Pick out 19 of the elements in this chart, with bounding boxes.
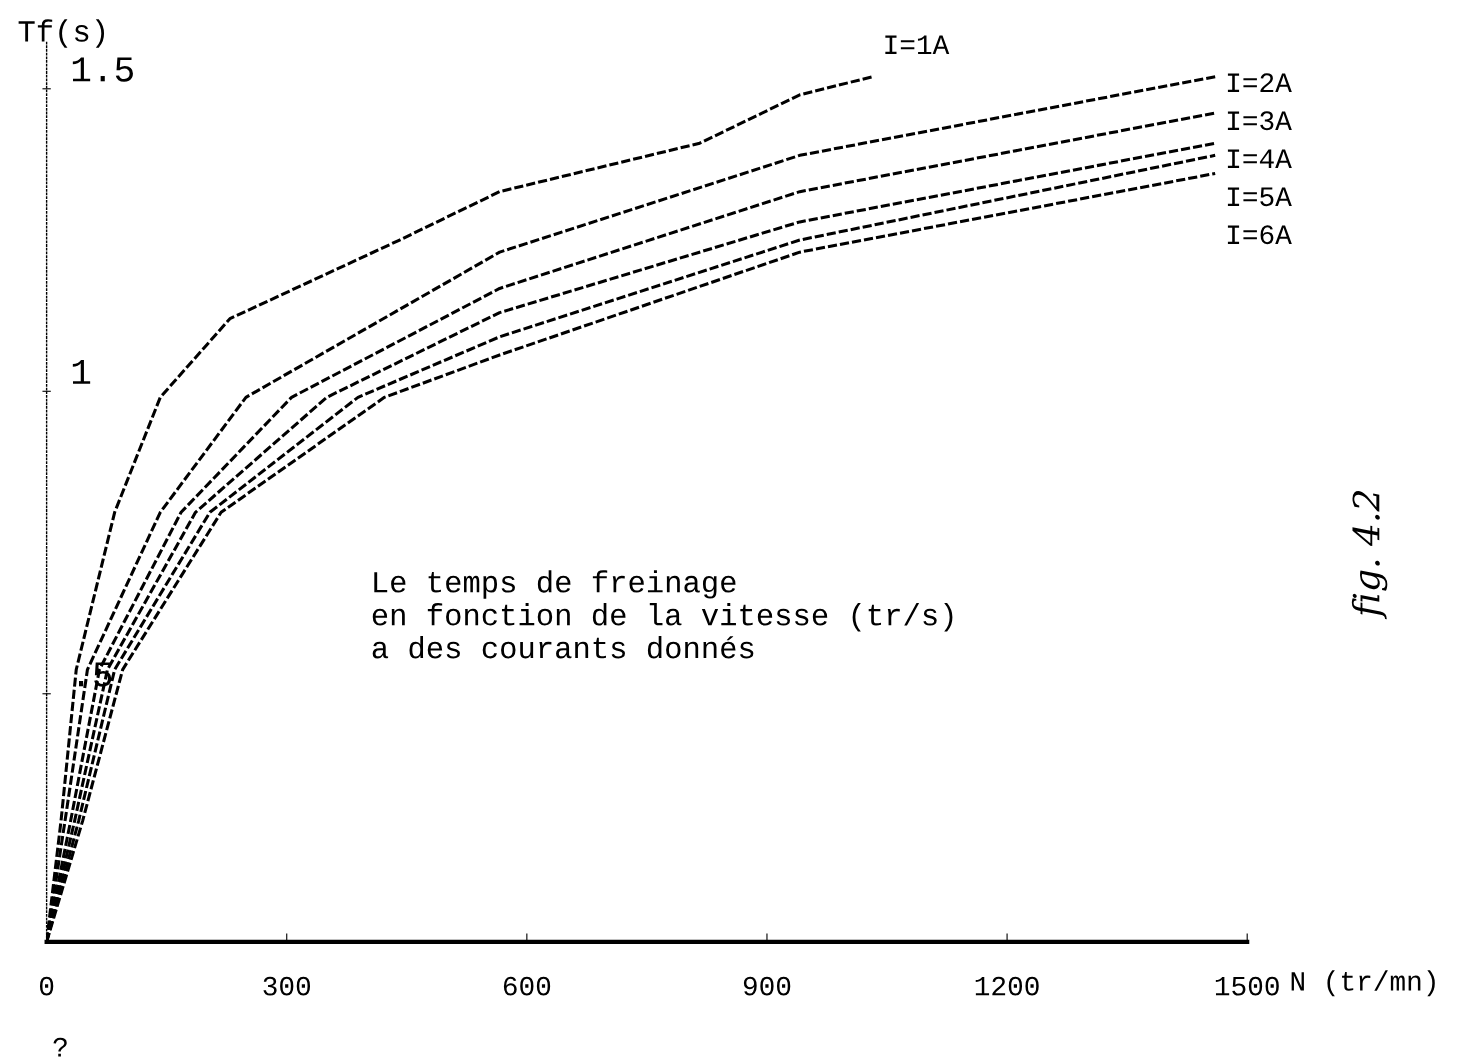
y-axis-title: Tf(s) — [18, 19, 105, 48]
x-tick-label: 0 — [39, 976, 54, 996]
series-label: I=5A — [1227, 187, 1292, 207]
series-label: I=6A — [1227, 225, 1292, 245]
text: ? — [53, 1037, 67, 1057]
x-tick-label: 300 — [263, 976, 311, 996]
annotation: Le temps de freinage en fonction de la vitesse (tr/s) a des courants donnés — [372, 570, 953, 659]
x-tick-label: 1200 — [975, 976, 1039, 996]
caption: fig. 4.2 — [1351, 491, 1388, 620]
y-tick-label: 1.5 — [72, 57, 133, 82]
x-axis-title: N (tr/mn) — [1291, 970, 1435, 997]
x-tick-label: 1500 — [1215, 976, 1279, 996]
x-tick-label: 900 — [743, 976, 791, 996]
series-label: I=2A — [1227, 73, 1292, 92]
series-label: I=4A — [1227, 149, 1292, 168]
y-tick-label: 1 — [72, 360, 91, 384]
series-label: I=3A — [1227, 111, 1292, 131]
series-label: I=1A — [885, 35, 950, 54]
x-tick-label: 600 — [503, 976, 551, 996]
